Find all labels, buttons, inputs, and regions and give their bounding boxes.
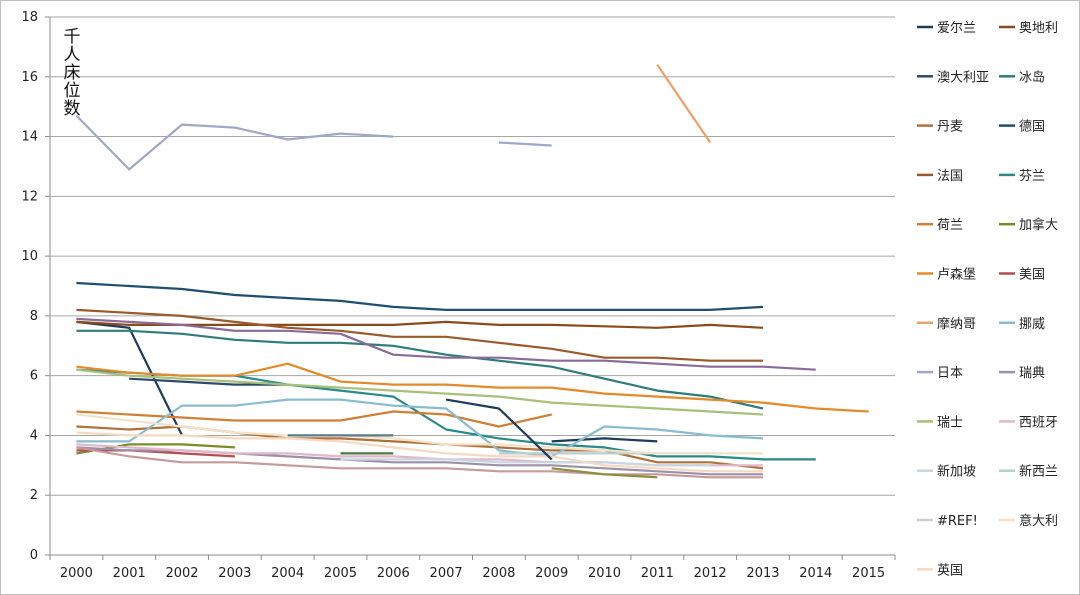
series-line-11 [76, 449, 235, 458]
series-line-28 [551, 467, 658, 479]
series-line-21 [76, 413, 763, 455]
y-tick-label: 18 [21, 10, 38, 25]
x-tick-label: 2002 [165, 566, 198, 581]
y-axis-label-char: 人 [64, 45, 81, 65]
x-tick-label: 2007 [430, 566, 463, 581]
x-tick-label: 2006 [377, 566, 410, 581]
series-line-13 [76, 398, 764, 458]
legend-label: #REF! [937, 514, 978, 529]
series-line-0 [551, 437, 658, 443]
legend-label: 瑞士 [937, 415, 963, 430]
series-line-12 [656, 64, 712, 144]
y-tick-label: 14 [21, 130, 38, 145]
series-lines [75, 64, 869, 479]
series-line-14 [498, 141, 552, 147]
series-line-18 [340, 458, 711, 467]
x-tick-label: 2000 [60, 566, 93, 581]
legend-label: 挪威 [1019, 317, 1045, 332]
legend-label: 德国 [1019, 120, 1045, 135]
x-tick-label: 2010 [588, 566, 621, 581]
y-tick-label: 12 [21, 189, 38, 204]
x-tick-label: 2009 [535, 566, 568, 581]
y-tick-label: 2 [30, 488, 38, 503]
legend-label: 日本 [937, 366, 963, 381]
y-tick-label: 6 [30, 369, 38, 384]
series-line-3 [76, 329, 764, 410]
legend-label: 荷兰 [937, 218, 963, 233]
y-tick-label: 8 [30, 309, 38, 324]
y-axis-label-char: 位 [64, 81, 81, 101]
legend-label: 摩纳哥 [937, 316, 976, 332]
x-axis-ticks: 2000 2001 2002 2003 2004 2005 2006 2007 2008 2009… [49, 555, 896, 581]
x-tick-label: 2004 [271, 566, 304, 581]
y-tick-label: 4 [30, 428, 38, 443]
legend-label: 奥地利 [1019, 21, 1058, 36]
x-tick-label: 2015 [852, 566, 885, 581]
x-tick-label: 2008 [482, 566, 515, 581]
series-line-14 [75, 114, 394, 171]
series-line-23 [76, 317, 816, 371]
legend-label: 卢森堡 [937, 267, 976, 283]
legend-label: 加拿大 [1019, 217, 1058, 233]
legend-label: 芬兰 [1019, 169, 1045, 184]
legend-label: 瑞典 [1019, 366, 1045, 381]
grid-lines [49, 16, 895, 556]
series-line-6 [76, 308, 763, 362]
legend-label: 丹麦 [937, 120, 963, 135]
series-line-16 [76, 368, 764, 416]
series-line-8 [76, 410, 552, 428]
legend-label: 美国 [1019, 268, 1045, 283]
legend-label: 意大利 [1019, 513, 1058, 529]
x-tick-label: 2003 [218, 566, 251, 581]
legend-label: 冰岛 [1019, 69, 1045, 85]
y-axis-ticks: 0 2 4 6 8 10 12 14 16 18 [21, 10, 50, 563]
y-tick-label: 0 [30, 548, 38, 563]
series-line-27 [445, 398, 553, 461]
y-tick-label: 16 [21, 70, 38, 85]
x-tick-label: 2012 [694, 566, 727, 581]
y-axis-label-char: 床 [64, 63, 81, 83]
legend-label: 爱尔兰 [937, 21, 976, 36]
y-axis-label-char: 千 [64, 27, 81, 47]
x-tick-label: 2005 [324, 566, 357, 581]
legend-label: 法国 [937, 169, 963, 184]
legend-label: 澳大利亚 [937, 69, 989, 85]
series-line-2 [129, 377, 288, 386]
x-tick-label: 2014 [799, 566, 832, 581]
x-tick-label: 2001 [113, 566, 146, 581]
x-tick-label: 2013 [746, 566, 779, 581]
series-line-10 [76, 362, 869, 413]
legend-label: 西班牙 [1019, 415, 1058, 430]
legend-label: 新西兰 [1019, 464, 1058, 480]
y-tick-label: 10 [21, 249, 38, 264]
legend-label: 新加坡 [937, 464, 976, 480]
series-line-5 [76, 281, 764, 311]
x-tick-label: 2011 [641, 566, 674, 581]
y-axis-label-char: 数 [64, 99, 81, 119]
legend-label: 英国 [937, 563, 963, 578]
series-line-22 [76, 431, 763, 473]
series-line-24 [76, 446, 763, 479]
